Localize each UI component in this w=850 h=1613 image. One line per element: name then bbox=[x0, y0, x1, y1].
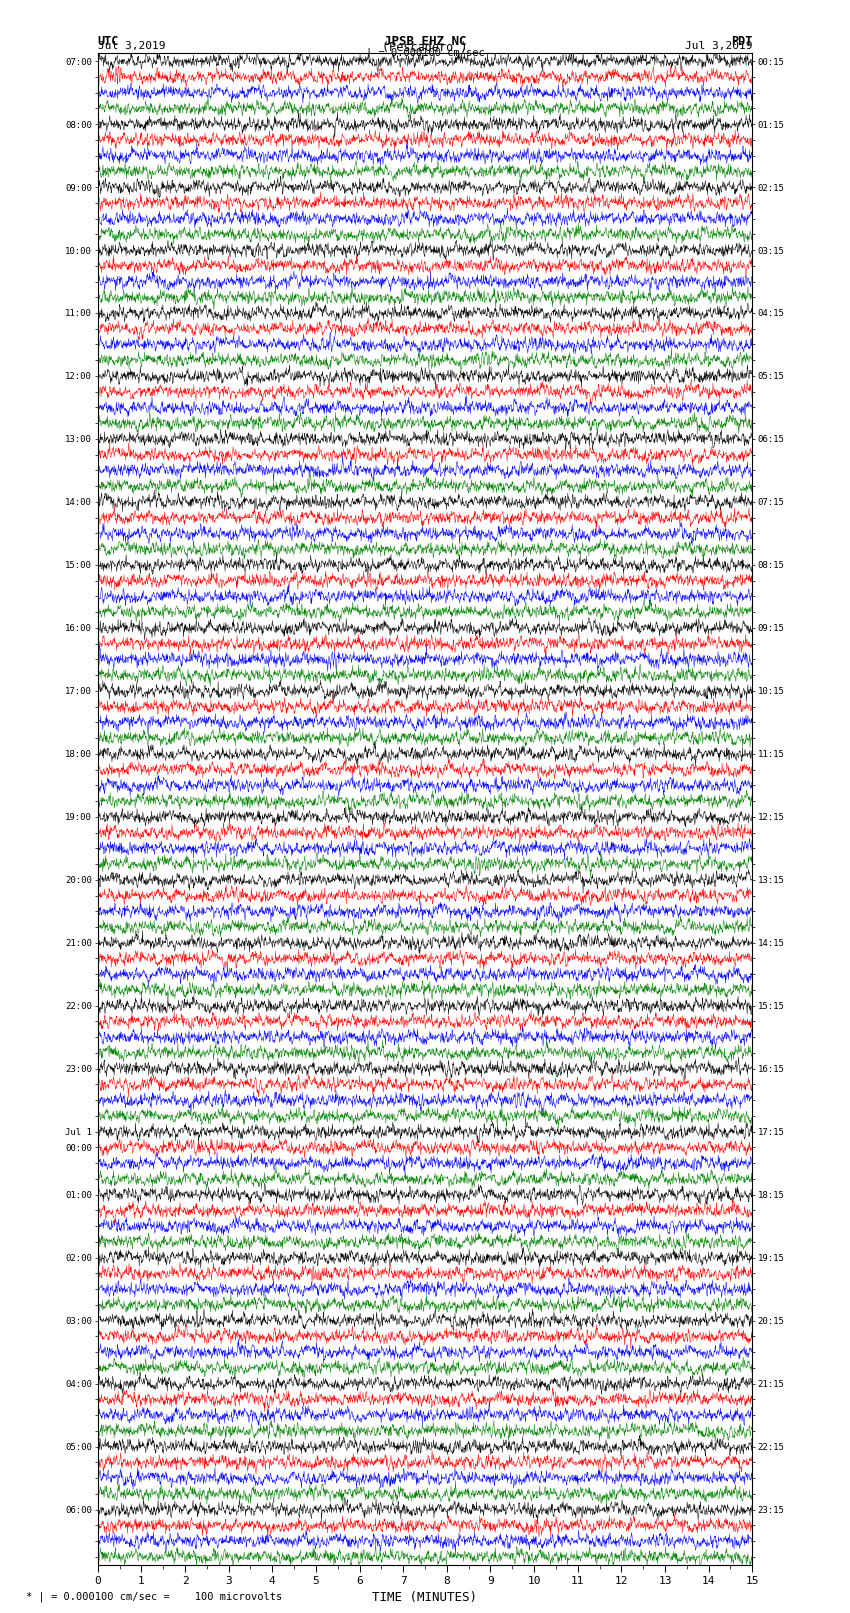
Text: * | = 0.000100 cm/sec =    100 microvolts: * | = 0.000100 cm/sec = 100 microvolts bbox=[26, 1590, 281, 1602]
Text: | = 0.000100 cm/sec: | = 0.000100 cm/sec bbox=[366, 47, 484, 58]
X-axis label: TIME (MINUTES): TIME (MINUTES) bbox=[372, 1590, 478, 1603]
Text: Jul 3,2019: Jul 3,2019 bbox=[685, 40, 752, 52]
Text: (Pescadero ): (Pescadero ) bbox=[382, 40, 468, 55]
Text: Jul 3,2019: Jul 3,2019 bbox=[98, 40, 165, 52]
Text: JPSB EHZ NC: JPSB EHZ NC bbox=[383, 35, 467, 48]
Text: PDT: PDT bbox=[731, 35, 752, 48]
Text: UTC: UTC bbox=[98, 35, 119, 48]
